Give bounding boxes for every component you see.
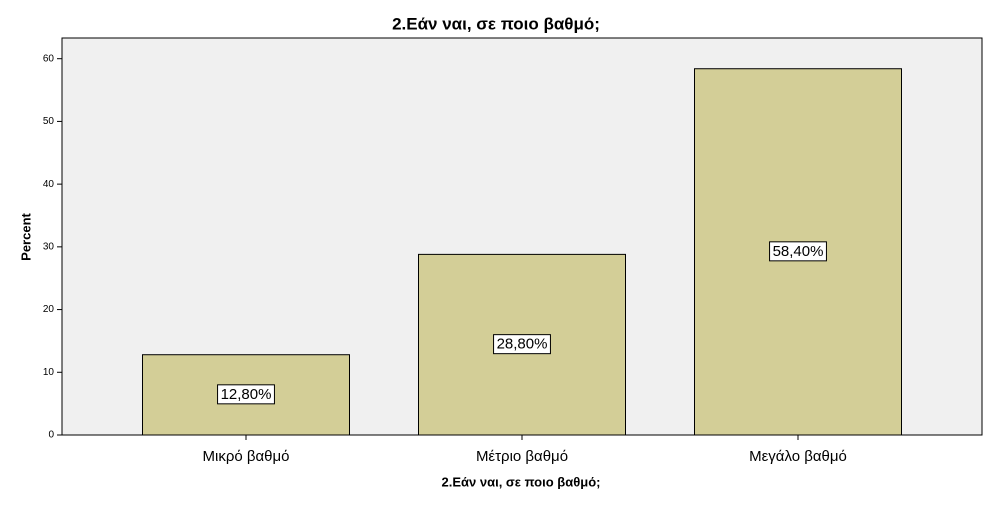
value-label-box: [217, 384, 275, 405]
y-tick-label: 10: [43, 367, 55, 378]
y-axis-label: Percent: [18, 212, 33, 260]
x-axis-label: 2.Εάν ναι, σε ποιο βαθμό;: [442, 474, 601, 489]
value-label: 58,40%: [773, 243, 824, 260]
x-tick-label: Μέτριο βαθμό: [476, 448, 568, 465]
y-tick-label: 20: [43, 304, 55, 315]
chart-title: 2.Εάν ναι, σε ποιο βαθμό;: [392, 14, 600, 33]
y-tick-label: 30: [43, 241, 55, 252]
x-tick-label: Μικρό βαθμό: [203, 448, 290, 465]
y-tick-label: 60: [43, 53, 55, 64]
value-label: 28,80%: [497, 336, 548, 353]
y-tick-label: 0: [48, 430, 54, 441]
value-label-box: [493, 334, 551, 355]
y-tick-label: 50: [43, 116, 55, 127]
y-tick-label: 40: [43, 179, 55, 190]
x-tick-label: Μεγάλο βαθμό: [749, 448, 847, 465]
value-label-box: [769, 241, 827, 262]
value-label: 12,80%: [221, 386, 272, 403]
